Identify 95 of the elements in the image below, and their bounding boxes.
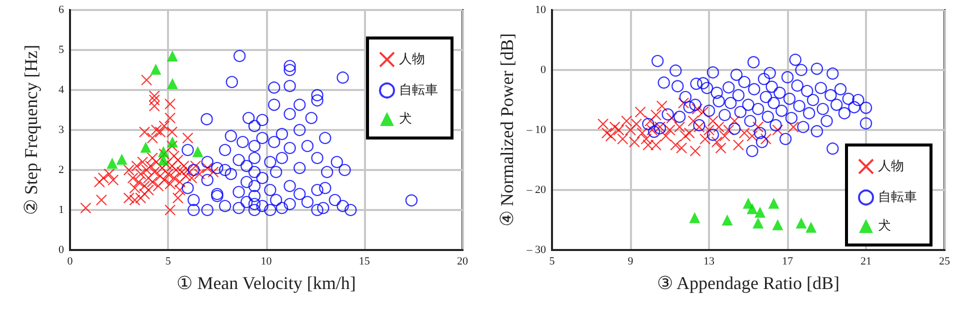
y-tick-label: – 20: [525, 184, 546, 196]
point: [752, 121, 764, 133]
point: [683, 127, 694, 139]
point: [600, 127, 612, 139]
point: [642, 139, 654, 151]
point: [718, 130, 730, 142]
point: [620, 115, 632, 127]
point: [670, 139, 681, 151]
legend-label: 人物: [878, 159, 904, 174]
x-tick-label: 15: [358, 256, 370, 268]
point: [687, 115, 698, 127]
point: [640, 133, 652, 145]
point: [697, 106, 708, 118]
point: [628, 136, 640, 148]
point: [754, 206, 766, 218]
point: [795, 218, 806, 228]
point: [166, 136, 178, 148]
point: [710, 136, 722, 148]
x-axis-title: ① Mean Velocity [km/h]: [176, 273, 356, 293]
y-axis-title: ② Step Frequency [Hz]: [21, 44, 41, 216]
legend-label: 犬: [878, 218, 890, 234]
point: [722, 124, 734, 136]
y-tick-label: – 30: [525, 244, 546, 256]
x-tick-label: 21: [860, 256, 871, 268]
y-tick-label: 1: [58, 204, 64, 216]
legend-label: 自転車: [399, 83, 438, 98]
x-tick-label: 0: [67, 256, 74, 268]
y-tick-label: – 10: [525, 124, 546, 136]
point: [746, 130, 758, 142]
point: [158, 154, 169, 166]
point: [624, 124, 636, 136]
point: [140, 142, 152, 153]
point: [688, 212, 700, 224]
point: [616, 133, 628, 145]
point: [746, 203, 758, 214]
y-axis-title: ④ Normalized Power [dB]: [496, 33, 516, 227]
point: [698, 133, 710, 145]
point: [691, 103, 702, 115]
point: [768, 198, 779, 209]
point: [650, 109, 662, 121]
point: [772, 219, 783, 230]
legend-label: 人物: [399, 52, 425, 67]
y-tick-label: 0: [58, 244, 64, 256]
x-tick-label: 9: [627, 256, 634, 268]
point: [166, 50, 178, 62]
point: [675, 142, 687, 154]
y-tick-label: 5: [58, 44, 64, 56]
point: [166, 78, 178, 90]
x-tick-label: 10: [260, 256, 272, 268]
x-tick-label: 5: [165, 256, 172, 268]
x-tick-label: 13: [703, 256, 714, 268]
point: [772, 124, 783, 136]
y-tick-label: 6: [58, 4, 64, 16]
x-axis-title: ③ Appendage Ratio [dB]: [656, 273, 839, 293]
point: [106, 158, 118, 169]
point: [192, 146, 204, 158]
y-tick-label: 3: [58, 124, 64, 136]
point: [116, 154, 128, 165]
y-tick-label: 10: [534, 4, 546, 16]
point: [714, 142, 726, 154]
point: [677, 97, 689, 109]
point: [150, 64, 162, 75]
point: [673, 121, 685, 133]
point: [760, 133, 772, 145]
point: [604, 130, 616, 142]
x-tick-label: 25: [938, 256, 950, 268]
point: [752, 218, 764, 228]
point: [721, 214, 732, 226]
point: [787, 121, 798, 133]
point: [738, 127, 750, 139]
point: [689, 145, 700, 157]
point: [612, 124, 624, 136]
y-tick-label: 2: [58, 164, 64, 176]
point: [634, 106, 646, 118]
point: [656, 100, 667, 112]
point: [732, 139, 744, 151]
point: [660, 130, 671, 142]
point: [702, 124, 714, 136]
point: [712, 121, 724, 133]
point: [650, 139, 662, 151]
point: [706, 115, 718, 127]
point: [596, 118, 608, 130]
point: [630, 118, 642, 130]
x-tick-label: 5: [548, 256, 555, 268]
y-tick-label: 0: [540, 64, 546, 76]
x-tick-label: 20: [457, 256, 468, 268]
legend-label: 自転車: [878, 190, 916, 205]
point: [805, 222, 816, 233]
point: [158, 146, 169, 158]
legend-label: 犬: [399, 112, 412, 126]
x-tick-label: 17: [782, 256, 793, 268]
y-tick-label: 4: [58, 84, 64, 96]
point: [636, 127, 648, 139]
point: [608, 121, 620, 133]
point: [679, 130, 691, 142]
